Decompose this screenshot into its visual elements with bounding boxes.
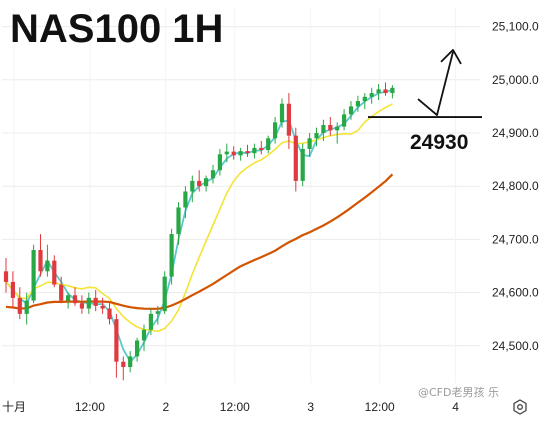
y-tick-label: 25,000.0 [492,73,539,87]
candle-body [362,96,367,102]
x-tick-label: 12:00 [75,400,105,414]
candle-body [45,260,50,272]
candle-body [383,89,388,94]
candle-body [38,250,43,272]
level-label: 24930 [410,131,468,154]
candle-body [169,234,174,277]
x-tick-label: 4 [452,400,459,414]
candle-body [231,151,236,156]
candle-body [390,87,395,94]
y-tick-label: 24,900.0 [492,126,539,140]
candle-body [17,297,22,314]
candle-body [24,300,29,314]
ma-slow-line [5,173,394,310]
candle-body [300,148,305,181]
candle-body [3,271,9,282]
candlestick-series [3,82,395,381]
y-tick-label: 24,800.0 [492,179,539,193]
y-tick-label: 24,500.0 [492,339,539,353]
candle-body [321,125,326,133]
candle-body [348,106,354,115]
candle-body [252,147,257,154]
candle-body [79,303,84,309]
gear-icon[interactable] [513,399,527,415]
candle-body [355,101,360,107]
chart-title: NAS100 1H [10,7,223,51]
candle-body [369,93,374,97]
y-axis: 25,100.0 25,000.0 24,900.0 24,800.0 24,700.0… [492,20,539,353]
candle-body [128,356,133,368]
candle-body [210,170,216,179]
candle-body [135,340,140,357]
x-axis: 十月 12:00 2 12:00 3 12:00 4 [2,400,459,414]
candle-body [224,151,229,155]
x-tick-label: 12:00 [220,400,250,414]
candle-body [335,126,340,131]
candle-body [183,191,188,208]
candle-body [314,133,319,139]
ma-mid-line [5,103,393,333]
candle-body [342,114,347,127]
x-tick-label: 12:00 [365,400,395,414]
candle-body [107,308,112,320]
x-tick-label: 2 [162,400,169,414]
chart-grid [2,8,480,383]
watermark: @CFD老男孩 乐 [418,386,499,399]
candle-body [217,154,222,171]
candle-body [176,207,181,235]
candle-body [148,313,153,330]
candle-body [141,329,147,341]
candle-body [245,151,250,154]
candle-body [279,103,285,123]
candle-body [100,305,105,309]
moving-averages [5,89,394,363]
candle-body [114,319,119,362]
y-tick-label: 24,700.0 [492,232,539,246]
candle-body [328,125,333,131]
candle-body [162,276,167,312]
trade-annotation [368,48,482,118]
arrow-head [440,48,462,65]
candle-body [293,135,298,181]
candle-body [190,180,195,192]
candle-body [52,260,57,285]
candle-body [10,281,15,298]
y-tick-label: 25,100.0 [492,20,539,34]
candle-body [259,147,264,151]
ma-fast-line [5,89,393,363]
candle-body [155,311,160,314]
candle-body [266,138,271,151]
candle-body [121,361,126,368]
candle-body [307,138,312,149]
candle-body [59,284,64,301]
projection-arrow [417,51,454,116]
candle-body [72,295,78,304]
candle-body [66,295,71,301]
candle-body [204,178,209,187]
candle-body [31,250,36,301]
x-tick-label: 3 [307,400,314,414]
candle-body [86,297,91,309]
candle-body [93,297,98,306]
candle-body [376,89,381,94]
y-tick-label: 24,600.0 [492,286,539,300]
candle-body [273,122,278,139]
candle-body [238,151,243,156]
x-tick-label: 十月 [2,400,26,414]
candle-body [286,103,291,136]
candle-body [197,180,202,187]
